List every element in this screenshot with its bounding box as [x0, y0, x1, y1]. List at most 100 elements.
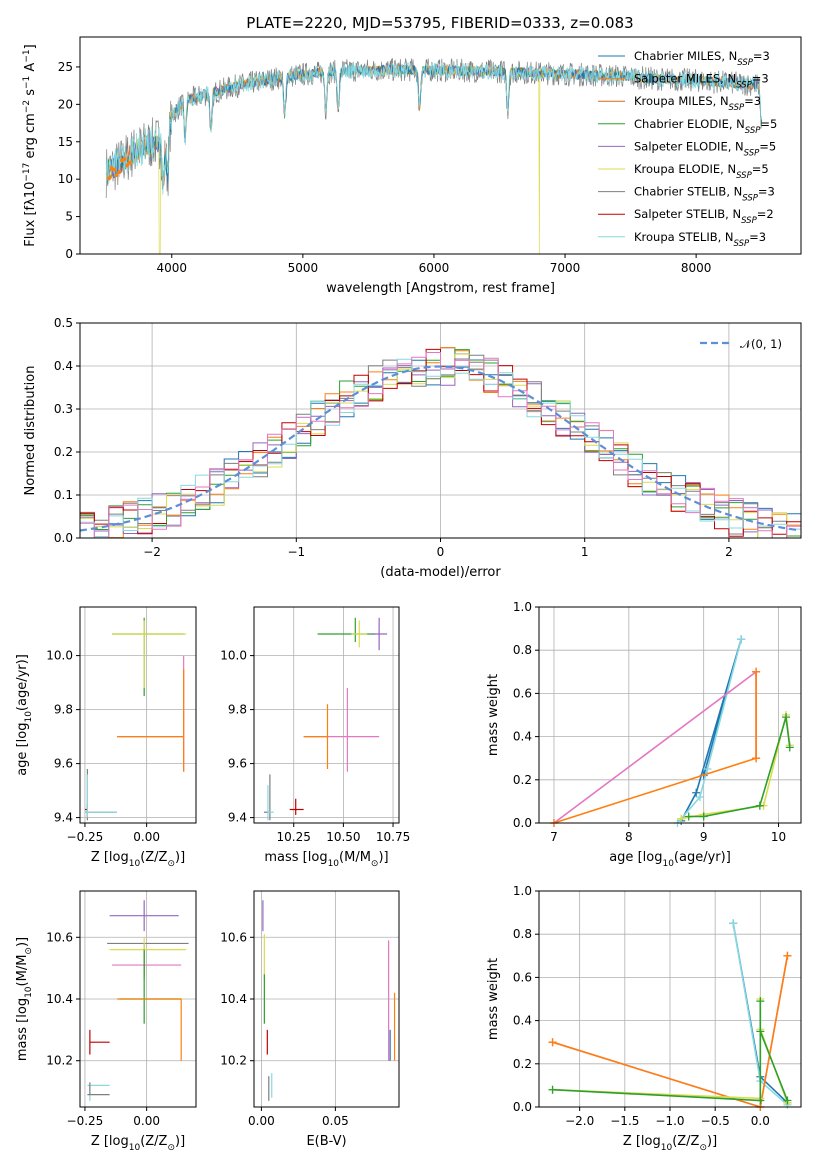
- x-tick-label: −0.5: [701, 1114, 730, 1128]
- y-tick-label: 0.3: [54, 402, 73, 416]
- x-tick-label: 0.00: [133, 830, 160, 844]
- x-tick-label: 10.50: [326, 830, 360, 844]
- y-tick-label: 15: [58, 135, 73, 149]
- normal-curve: [79, 365, 799, 532]
- axes-frame: [79, 322, 802, 539]
- y-axis-label: mass [log10(M/M⊙)]: [15, 937, 34, 1061]
- y-tick-label: 0.4: [513, 1014, 532, 1028]
- x-tick-label: 5000: [288, 261, 319, 275]
- x-axis-label: mass [log10(M/M⊙)]: [264, 850, 388, 869]
- y-tick-label: 10.0: [220, 649, 247, 663]
- x-tick-label: −1: [287, 545, 305, 559]
- x-axis-label: Z [log10(Z/Z⊙)]: [91, 850, 185, 869]
- y-tick-label: 9.8: [54, 703, 73, 717]
- x-axis-label: Z [log10(Z/Z⊙)]: [91, 1134, 185, 1153]
- x-tick-label: 2: [725, 545, 733, 559]
- y-tick-label: 1.0: [513, 600, 532, 614]
- y-tick-label: 0.0: [54, 531, 73, 545]
- axes-frame: [79, 890, 197, 1108]
- y-tick-label: 0.4: [513, 730, 532, 744]
- y-tick-label: 10.6: [220, 930, 247, 944]
- axes-spectrum: 4000 5000 6000 7000 8000 0 5 10 15 20 25: [58, 60, 712, 275]
- x-tick-label: −1.0: [655, 1114, 684, 1128]
- weight-point-chabrier_elodie: [755, 801, 764, 810]
- x-axis-label: age [log10(age/yr)]: [609, 850, 731, 869]
- y-tick-label: 10.6: [46, 930, 73, 944]
- axes-age_vs_Z: −0.25 0.00 9.4 9.6 9.8 10.0: [46, 607, 196, 844]
- y-tick-label: 20: [58, 97, 73, 111]
- x-tick-label: 4000: [156, 261, 187, 275]
- weight-point-chabrier_elodie: [548, 1085, 557, 1094]
- spectrum-marker: [117, 170, 122, 175]
- x-tick-label: 9: [700, 830, 708, 844]
- legend-normal-label: 𝒩(0, 1): [740, 337, 782, 351]
- y-tick-label: 10.2: [46, 1054, 73, 1068]
- spectrum-marker: [114, 173, 119, 178]
- y-tick-label: 9.4: [54, 811, 73, 825]
- x-tick-label: 1: [581, 545, 589, 559]
- y-axis-label: Flux [fλ10−17 erg cm−2 s−1 A−1]: [22, 44, 38, 246]
- weight-point-salpeter_miles: [752, 754, 761, 763]
- y-tick-label: 1.0: [513, 884, 532, 898]
- weight-point-kroupa_stelib: [695, 793, 704, 802]
- figure-title: PLATE=2220, MJD=53795, FIBERID=0333, z=0…: [246, 14, 633, 32]
- x-tick-label: 7000: [550, 261, 581, 275]
- weight-line-chabrier_miles: [680, 639, 742, 822]
- y-tick-label: 0.2: [54, 445, 73, 459]
- y-tick-label: 10: [58, 172, 73, 186]
- x-tick-label: −2: [143, 545, 161, 559]
- y-tick-label: 10.0: [46, 649, 73, 663]
- spectrum-marker: [112, 167, 117, 172]
- x-axis-label: wavelength [Angstrom, rest frame]: [326, 281, 555, 296]
- y-tick-label: 9.6: [54, 757, 73, 771]
- weight-point-chabrier_elodie: [756, 1027, 765, 1036]
- y-tick-label: 5: [65, 210, 73, 224]
- weight-point-salpeter_miles: [783, 951, 792, 960]
- y-tick-label: 0.8: [513, 927, 532, 941]
- axes-frame: [79, 606, 197, 824]
- axes-frame: [538, 606, 802, 824]
- y-axis-label: mass weight: [486, 958, 501, 1040]
- y-tick-label: 0.0: [513, 816, 532, 830]
- weight-point-kroupa_elodie: [677, 814, 686, 823]
- y-tick-label: 0.6: [513, 686, 532, 700]
- x-tick-label: 10.25: [277, 830, 311, 844]
- y-tick-label: 10.4: [220, 992, 247, 1006]
- histogram-pink: [80, 352, 801, 538]
- x-tick-label: 0: [437, 545, 445, 559]
- x-axis-label: E(B-V): [306, 1134, 346, 1149]
- weight-line-pink: [553, 670, 757, 824]
- legend-label-salpeter_elodie: Salpeter ELODIE, NSSP=5: [634, 139, 776, 158]
- x-tick-label: 8000: [681, 261, 712, 275]
- weight-point-salpeter_miles: [548, 1038, 557, 1047]
- x-axis-label: (data-model)/error: [380, 565, 501, 580]
- weight-point-chabrier_elodie: [785, 743, 794, 752]
- weight-point-chabrier_miles: [692, 788, 701, 797]
- legend-label-kroupa_miles: Kroupa MILES, NSSP=3: [634, 94, 761, 113]
- legend-label-salpeter_stelib: Salpeter STELIB, NSSP=2: [634, 207, 774, 226]
- weight-point-kroupa_stelib: [737, 635, 746, 644]
- spectrum-marker: [122, 157, 127, 162]
- x-tick-label: −1.5: [610, 1114, 639, 1128]
- spectrum-marker: [106, 176, 111, 181]
- weight-point-salpeter_miles: [752, 667, 761, 676]
- x-tick-label: −0.25: [67, 1114, 104, 1128]
- legend-label-kroupa_elodie: Kroupa ELODIE, NSSP=5: [634, 162, 769, 181]
- x-tick-label: 7: [550, 830, 558, 844]
- axes-frame: [253, 890, 400, 1108]
- weight-point-chabrier_elodie: [756, 1096, 765, 1105]
- y-tick-label: 0.2: [513, 1057, 532, 1071]
- axes-weight_vs_age: 7 8 9 10 0.0 0.2 0.4 0.6 0.8 1.0: [513, 600, 801, 844]
- x-tick-label: 0.00: [248, 1114, 275, 1128]
- spectrum-line-kroupa_elodie: [105, 64, 621, 254]
- y-tick-label: 0.4: [54, 359, 73, 373]
- weight-line-chabrier_elodie: [552, 1001, 789, 1102]
- axes-frame: [538, 890, 802, 1108]
- axes-mass_vs_Z: −0.25 0.00 10.2 10.4 10.6: [46, 891, 196, 1128]
- weight-point-chabrier_elodie: [756, 997, 765, 1006]
- y-tick-label: 9.6: [228, 757, 247, 771]
- x-tick-label: −2.0: [565, 1114, 594, 1128]
- weight-line-kroupa_stelib: [676, 639, 742, 824]
- y-tick-label: 0.8: [513, 643, 532, 657]
